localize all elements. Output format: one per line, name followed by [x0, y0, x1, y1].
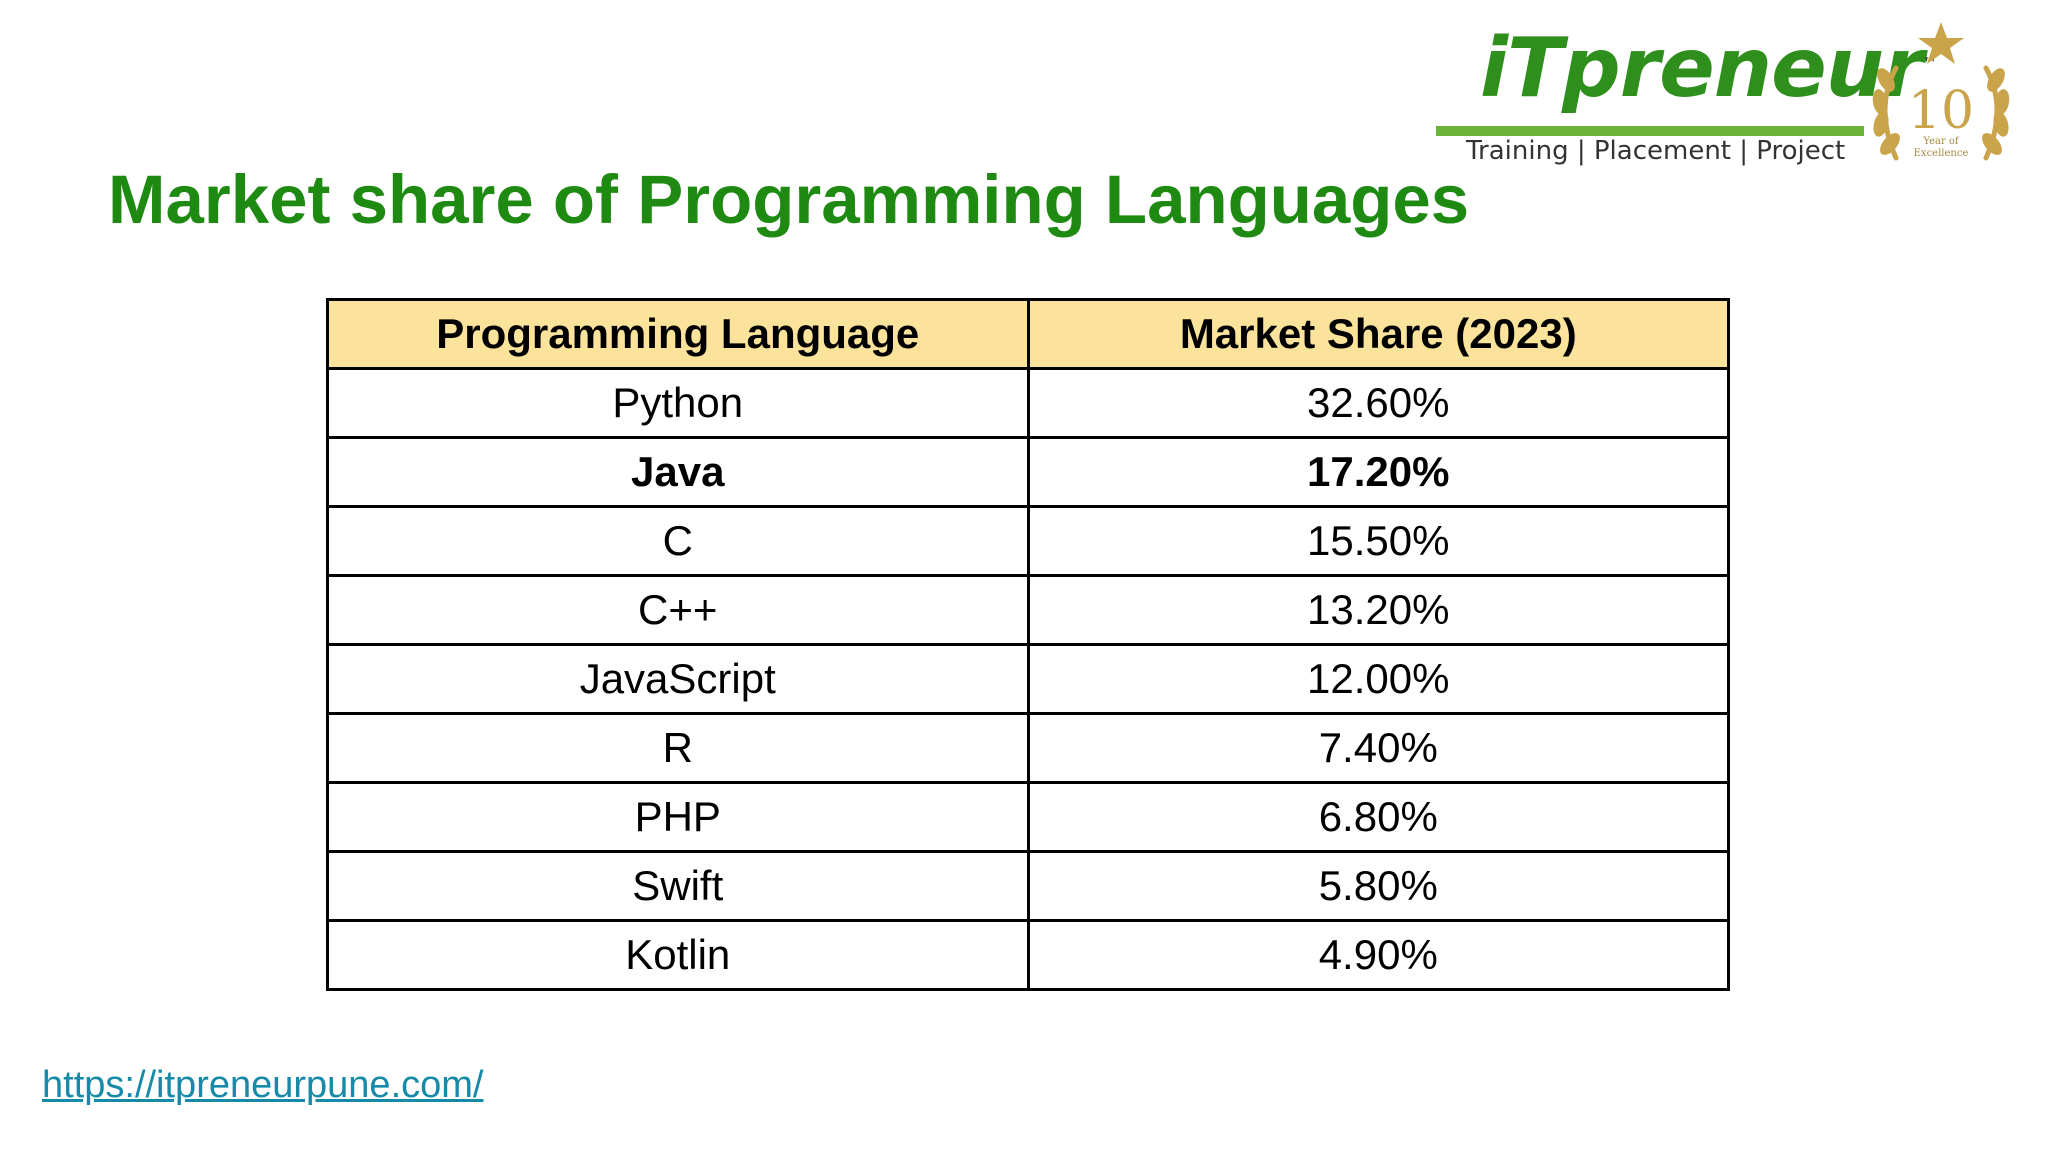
slide-title: Market share of Programming Languages: [108, 161, 1470, 238]
share-cell: 12.00%: [1026, 643, 1730, 715]
share-cell: 4.90%: [1026, 919, 1730, 991]
language-cell: Swift: [326, 850, 1030, 922]
table-row: C 15.50%: [326, 505, 1730, 577]
language-cell: C++: [326, 574, 1030, 646]
table-row: Python 32.60%: [326, 367, 1730, 439]
share-cell: 13.20%: [1026, 574, 1730, 646]
language-cell: C: [326, 505, 1030, 577]
table-row: R 7.40%: [326, 712, 1730, 784]
svg-text:Year of: Year of: [1922, 136, 1960, 147]
ten-years-excellence-badge-icon: 10 Year of Excellence: [1872, 22, 2010, 161]
table-row: JavaScript 12.00%: [326, 643, 1730, 715]
brand-name: iTpreneur™: [1480, 21, 1937, 116]
share-cell: 17.20%: [1026, 436, 1730, 508]
language-cell: Java: [326, 436, 1030, 508]
language-cell: R: [326, 712, 1030, 784]
svg-text:10: 10: [1908, 81, 1974, 141]
share-cell: 32.60%: [1026, 367, 1730, 439]
website-link[interactable]: https://itpreneurpune.com/: [42, 1064, 484, 1106]
share-cell: 7.40%: [1026, 712, 1730, 784]
share-cell: 5.80%: [1026, 850, 1730, 922]
language-cell: PHP: [326, 781, 1030, 853]
brand-tagline: Training | Placement | Project: [1466, 136, 1846, 166]
market-share-table: Programming Language Market Share (2023)…: [326, 298, 1730, 991]
language-cell: Python: [326, 367, 1030, 439]
table-row: PHP 6.80%: [326, 781, 1730, 853]
table-row: Java 17.20%: [326, 436, 1730, 508]
table-header-row: Programming Language Market Share (2023): [326, 298, 1730, 370]
table-row: C++ 13.20%: [326, 574, 1730, 646]
share-cell: 15.50%: [1026, 505, 1730, 577]
language-cell: JavaScript: [326, 643, 1030, 715]
header-market-share: Market Share (2023): [1026, 298, 1730, 370]
table-row: Swift 5.80%: [326, 850, 1730, 922]
header-programming-language: Programming Language: [326, 298, 1030, 370]
brand-underline: [1436, 126, 1864, 136]
table-row: Kotlin 4.90%: [326, 919, 1730, 991]
language-cell: Kotlin: [326, 919, 1030, 991]
share-cell: 6.80%: [1026, 781, 1730, 853]
svg-text:Excellence: Excellence: [1914, 148, 1969, 159]
itpreneur-logo: iTpreneur™ Training | Placement | Projec…: [1436, 18, 2036, 188]
